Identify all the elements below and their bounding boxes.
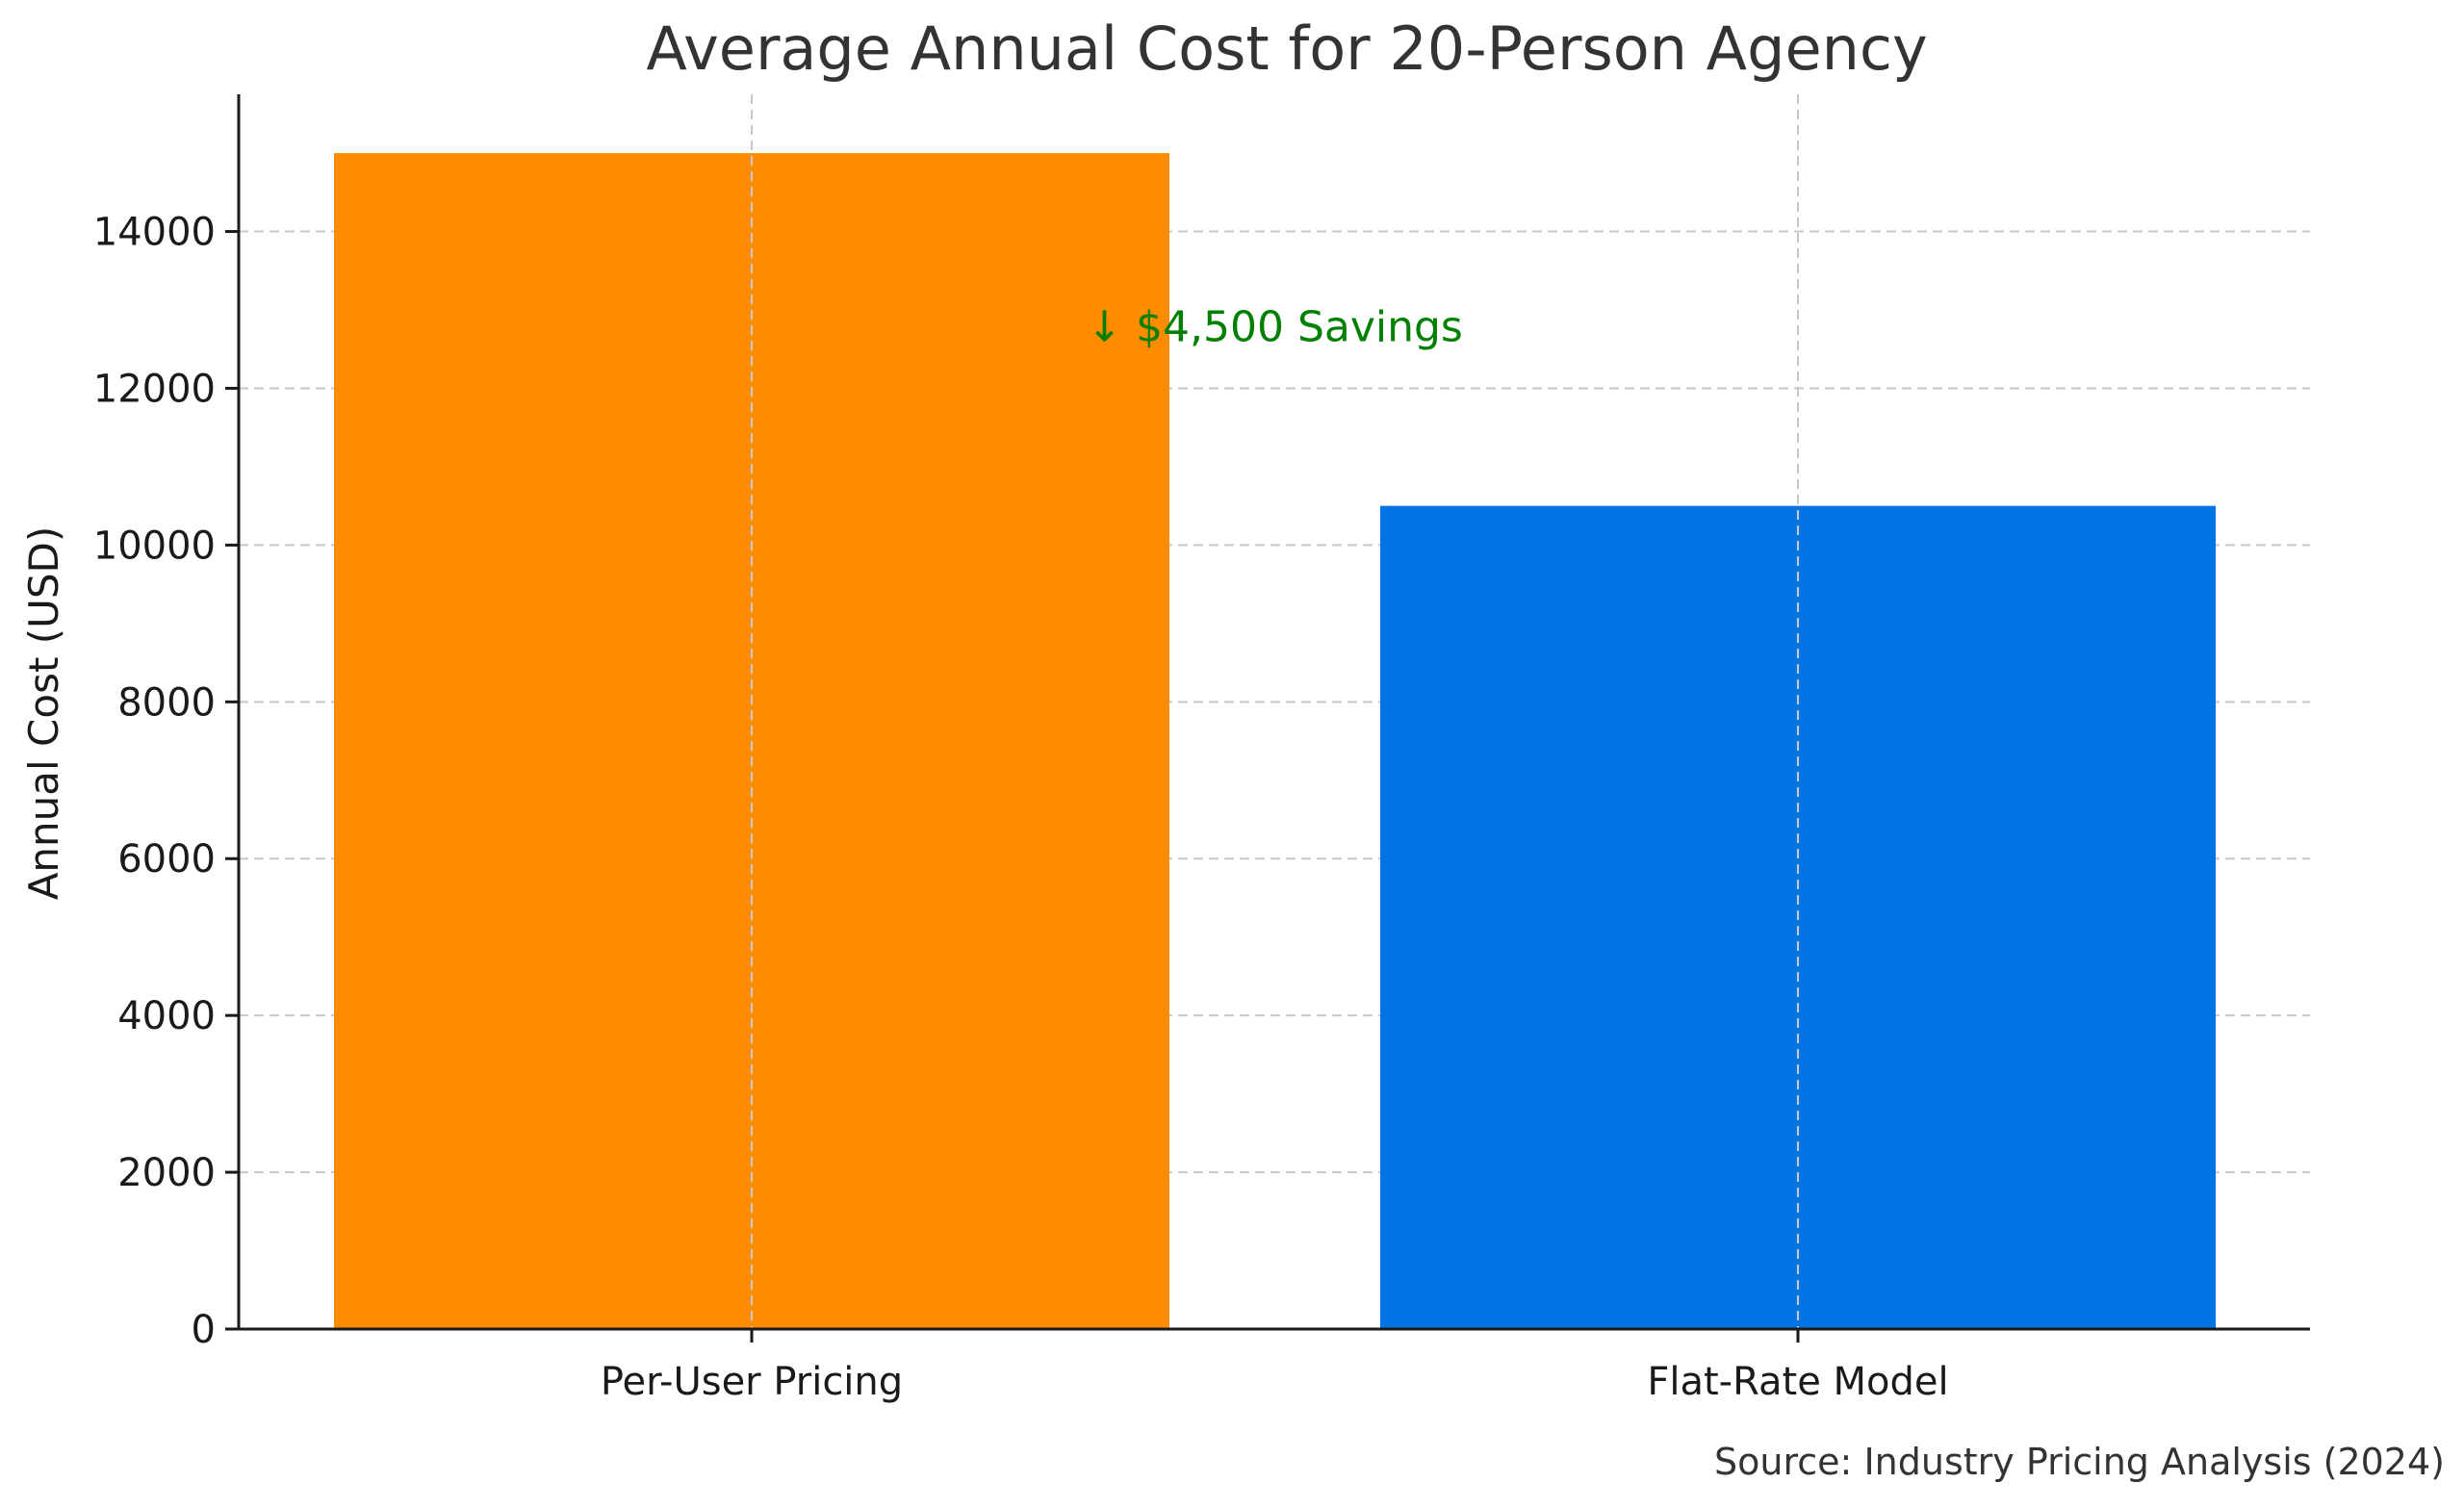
y-axis-label: Annual Cost (USD) [20, 526, 67, 901]
y-tick-label: 0 [192, 1308, 216, 1352]
ticks-layer: 0 2000 4000 6000 8000 10000 12000 14000 Per-User… [93, 211, 1949, 1404]
y-tick-label: 8000 [117, 680, 216, 725]
y-tick-label: 12000 [93, 367, 216, 411]
source-note: Source: Industry Pricing Analysis (2024) [1714, 1441, 2445, 1483]
chart-title: Average Annual Cost for 20-Person Agency [646, 13, 1927, 84]
y-tick-label: 2000 [117, 1151, 216, 1195]
x-tick-label: Flat-Rate Model [1647, 1360, 1948, 1404]
vertical-grid-layer [751, 94, 1799, 1329]
x-tick-label: Per-User Pricing [601, 1360, 903, 1404]
savings-annotation: ↓ $4,500 Savings [1087, 302, 1463, 351]
y-tick-label: 6000 [117, 837, 216, 882]
y-tick-label: 4000 [117, 994, 216, 1038]
axes-layer [237, 94, 2310, 1331]
y-tick-label: 14000 [93, 211, 216, 255]
y-tick-label: 10000 [93, 524, 216, 568]
